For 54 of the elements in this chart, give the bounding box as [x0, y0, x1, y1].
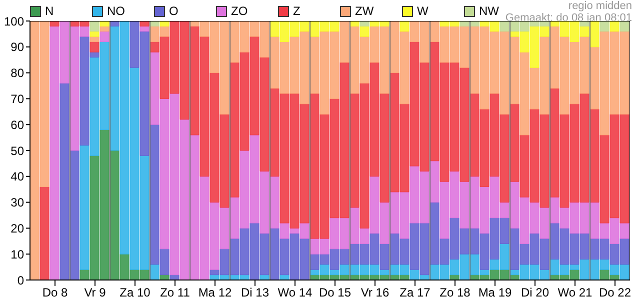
annotation: Gemaakt: do 08 jan 08:01 — [505, 12, 632, 24]
y-tick-label: 10 — [10, 247, 24, 262]
x-tick-label: Do 8 — [42, 286, 68, 300]
bar — [100, 26, 110, 32]
y-tick-label: 20 — [10, 221, 24, 236]
bar — [360, 21, 370, 26]
x-tick-label: Zo 18 — [440, 286, 471, 300]
y-tick-label: 100 — [4, 14, 24, 28]
legend-label: W — [417, 4, 428, 18]
bar — [140, 21, 150, 26]
bar — [160, 21, 170, 26]
y-tick-label: 0 — [17, 273, 24, 288]
text: regio midden — [567, 0, 632, 12]
x-tick-label: Di 13 — [240, 286, 270, 300]
bar — [90, 21, 100, 32]
bar — [100, 31, 110, 42]
legend-label: Z — [293, 4, 300, 18]
legend-label: NO — [107, 4, 125, 18]
x-tick-label: Ma 12 — [198, 286, 232, 300]
x-tick-label: Za 17 — [400, 286, 431, 300]
bar — [90, 36, 100, 42]
x-tick-label: Di 20 — [520, 286, 550, 300]
bar — [90, 31, 100, 37]
x-tick-label: Wo 21 — [558, 286, 593, 300]
y-tick-label: 30 — [10, 196, 24, 210]
x-tick-label: Vr 16 — [360, 286, 390, 300]
y-tick-label: 80 — [10, 66, 24, 80]
y-tick-label: 70 — [10, 92, 24, 106]
bar — [360, 26, 370, 37]
y-tick-label: 90 — [10, 40, 24, 54]
y-tick-label: 50 — [10, 144, 24, 158]
legend-label: NW — [479, 4, 499, 18]
legend-label: ZW — [355, 4, 374, 18]
bar — [600, 21, 610, 32]
legend-label: ZO — [231, 4, 248, 18]
bar — [50, 21, 60, 26]
x-tick-label: Do 15 — [318, 286, 352, 300]
x-tick-label: Do 22 — [598, 286, 632, 300]
bar — [620, 21, 630, 32]
bar — [90, 41, 100, 52]
x-tick-label: Ma 19 — [478, 286, 512, 300]
legend-label: O — [169, 4, 178, 18]
y-tick-label: 60 — [10, 118, 24, 132]
bar — [100, 21, 110, 26]
x-tick-label: Za 10 — [120, 286, 151, 300]
bar — [400, 21, 410, 32]
bar — [40, 186, 50, 280]
bar — [610, 21, 620, 32]
x-tick-label: Zo 11 — [160, 286, 190, 300]
x-tick-label: Wo 14 — [278, 286, 313, 300]
y-tick-label: 40 — [10, 170, 24, 184]
legend-label: N — [45, 4, 54, 18]
bar — [140, 26, 150, 32]
x-tick-label: Vr 9 — [84, 286, 106, 300]
